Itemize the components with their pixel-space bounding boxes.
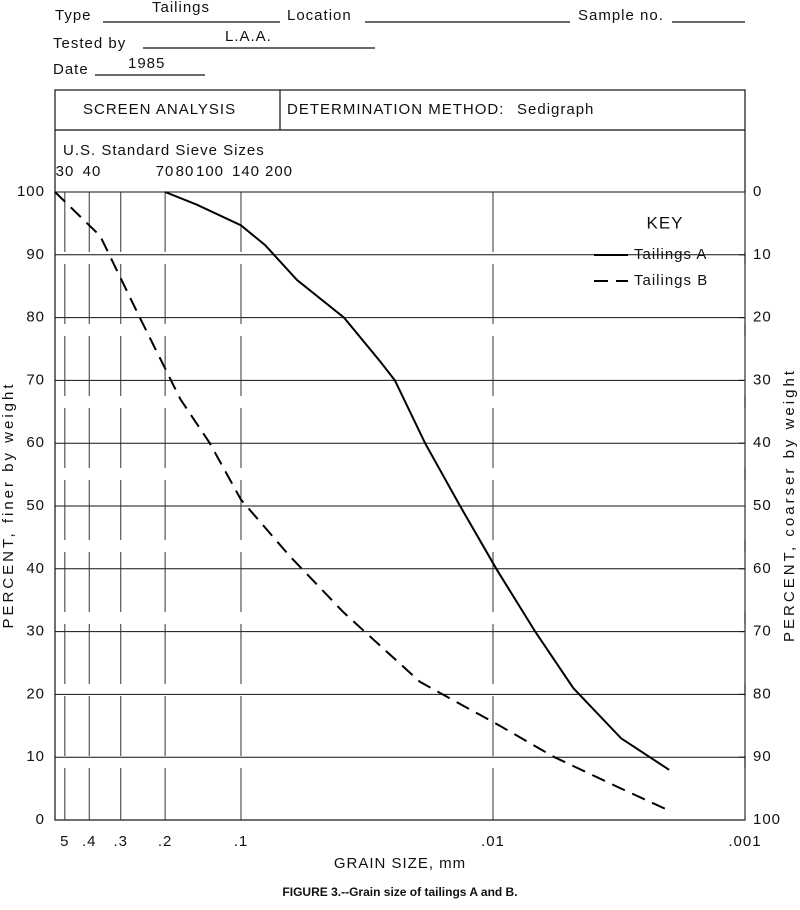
legend-label: Tailings A — [634, 246, 707, 263]
x-tick-label: .2 — [158, 833, 173, 850]
x-tick-label: .3 — [113, 833, 128, 850]
form-label: Type — [55, 7, 92, 24]
y-tick-label: 60 — [26, 434, 45, 451]
legend-title: KEY — [646, 213, 683, 232]
form-value: 1985 — [128, 55, 165, 72]
data-line — [164, 191, 670, 771]
form-value: L.A.A. — [225, 28, 272, 45]
y2-tick-label: 90 — [753, 748, 772, 765]
y2-tick-label: 70 — [753, 623, 772, 640]
y2-tick-label: 0 — [753, 183, 762, 200]
form-value: Tailings — [152, 0, 210, 16]
y2-tick-label: 20 — [753, 309, 772, 326]
x-tick-label: .4 — [82, 833, 97, 850]
form-label: Tested by — [53, 35, 126, 52]
x-tick-label: .01 — [481, 833, 505, 850]
y-tick-label: 10 — [26, 748, 45, 765]
caption: FIGURE 3.--Grain size of tailings A and … — [282, 885, 517, 899]
y2-tick-label: 50 — [753, 497, 772, 514]
y-tick-label: 70 — [26, 371, 45, 388]
method-label: DETERMINATION METHOD: — [287, 101, 504, 118]
sieve-label: 70 — [156, 163, 175, 180]
sieve-title: U.S. Standard Sieve Sizes — [63, 142, 265, 159]
x-tick-label: 5 — [60, 833, 69, 850]
y-tick-label: 90 — [26, 246, 45, 263]
sieve-label: 80 — [176, 163, 195, 180]
method-value: Sedigraph — [517, 101, 594, 118]
y-tick-label: 80 — [26, 309, 45, 326]
sieve-label: 100 — [196, 163, 224, 180]
form-label: Sample no. — [578, 7, 664, 24]
x-axis-label: GRAIN SIZE, mm — [334, 855, 466, 872]
y-tick-label: 50 — [26, 497, 45, 514]
sieve-label: 40 — [83, 163, 102, 180]
y-tick-label: 40 — [26, 560, 45, 577]
data-line — [54, 191, 670, 812]
y-axis-label: PERCENT, finer by weight — [0, 381, 17, 628]
y-tick-label: 30 — [26, 623, 45, 640]
sieve-label: 140 — [232, 163, 260, 180]
y-tick-label: 100 — [17, 183, 45, 200]
y-tick-label: 0 — [36, 811, 45, 828]
y2-axis-label: PERCENT, coarser by weight — [781, 368, 798, 642]
y2-tick-label: 60 — [753, 560, 772, 577]
y2-tick-label: 100 — [753, 811, 781, 828]
form-label: Date — [53, 61, 89, 78]
screen-label: SCREEN ANALYSIS — [83, 101, 236, 118]
legend-label: Tailings B — [634, 272, 708, 289]
sieve-label: 30 — [56, 163, 75, 180]
y-tick-label: 20 — [26, 685, 45, 702]
y2-tick-label: 40 — [753, 434, 772, 451]
frame — [54, 89, 746, 821]
x-tick-label: .1 — [234, 833, 249, 850]
sieve-label: 200 — [265, 163, 293, 180]
y2-tick-label: 80 — [753, 685, 772, 702]
y2-tick-label: 30 — [753, 371, 772, 388]
y2-tick-label: 10 — [753, 246, 772, 263]
x-tick-label: .001 — [728, 833, 761, 850]
form-label: Location — [287, 7, 352, 24]
